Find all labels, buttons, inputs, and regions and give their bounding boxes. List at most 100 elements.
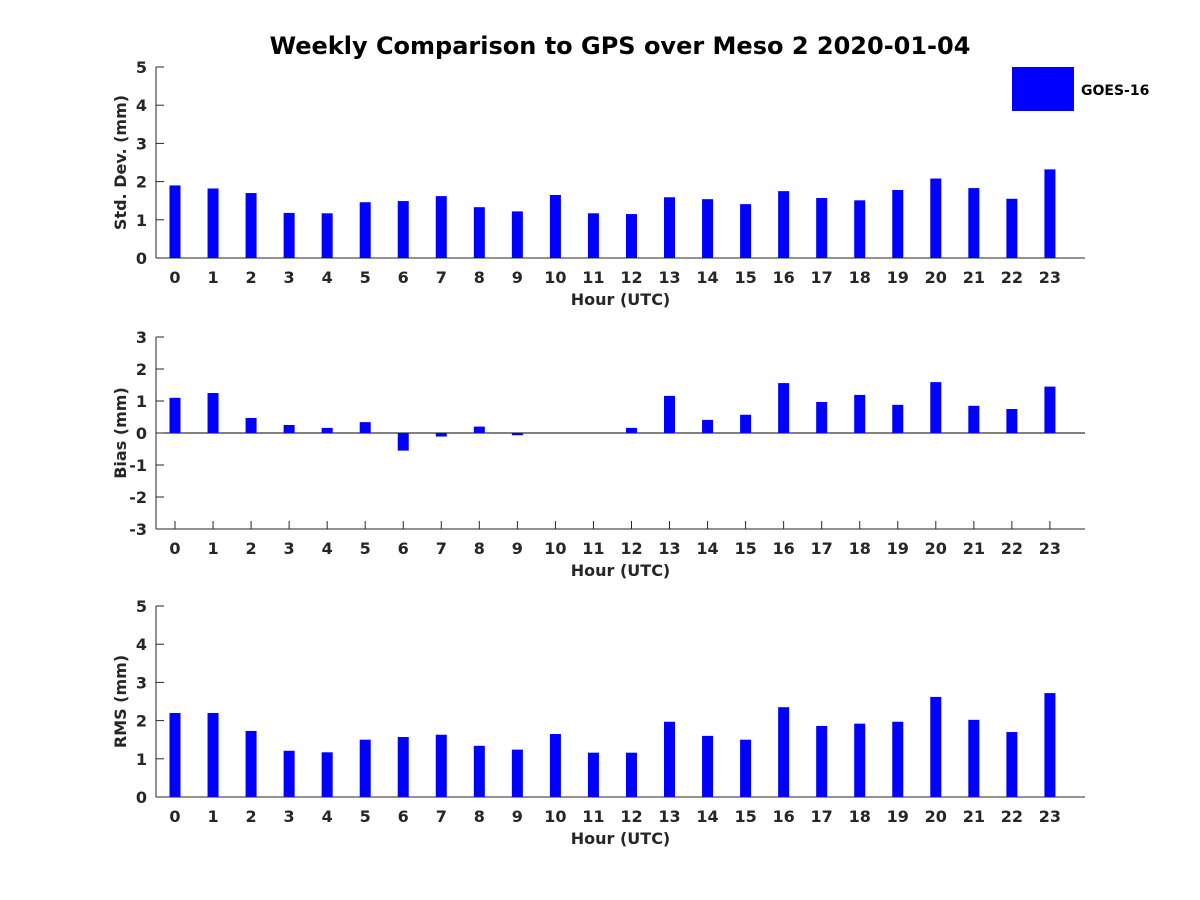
bar-hour-13 [664, 395, 676, 433]
bar-hour-19 [892, 404, 904, 433]
y-tick-label: 4 [136, 96, 147, 115]
x-axis-label: Hour (UTC) [571, 561, 671, 580]
bar-hour-9 [511, 749, 523, 797]
x-tick-label: 11 [582, 539, 604, 558]
y-tick-label: 5 [136, 58, 147, 77]
x-tick-label: 1 [207, 268, 218, 287]
bar-hour-13 [664, 197, 676, 258]
bar-hour-12 [625, 214, 637, 258]
legend: GOES-16 [1012, 67, 1149, 111]
x-tick-label: 21 [963, 539, 985, 558]
bar-hour-6 [397, 201, 409, 258]
bar-hour-7 [435, 734, 447, 797]
x-tick-label: 8 [474, 268, 485, 287]
bar-hour-9 [511, 433, 523, 436]
bar-hour-23 [1044, 693, 1056, 797]
bar-hour-6 [397, 433, 409, 451]
x-tick-label: 17 [811, 268, 833, 287]
bar-hour-17 [816, 401, 828, 433]
x-tick-label: 8 [474, 807, 485, 826]
bar-hour-3 [283, 750, 295, 797]
x-tick-label: 14 [696, 807, 718, 826]
x-tick-label: 22 [1001, 807, 1023, 826]
x-tick-label: 11 [582, 807, 604, 826]
x-tick-label: 3 [284, 539, 295, 558]
bar-hour-2 [245, 193, 257, 258]
x-tick-label: 14 [696, 539, 718, 558]
x-tick-label: 17 [811, 539, 833, 558]
x-tick-label: 2 [246, 807, 257, 826]
x-tick-label: 7 [436, 807, 447, 826]
x-tick-label: 13 [658, 807, 680, 826]
x-tick-label: 16 [773, 539, 795, 558]
bar-hour-2 [245, 730, 257, 797]
bar-hour-13 [664, 721, 676, 797]
bar-hour-15 [740, 739, 752, 797]
y-tick-label: 0 [136, 424, 147, 443]
y-tick-label: 2 [136, 173, 147, 192]
bar-hour-14 [702, 419, 714, 433]
x-tick-label: 7 [436, 268, 447, 287]
x-tick-label: 4 [322, 539, 333, 558]
bar-hour-5 [359, 202, 371, 258]
bar-hour-3 [283, 212, 295, 258]
y-tick-label: 3 [136, 328, 147, 347]
bar-hour-7 [435, 196, 447, 258]
bar-hour-0 [169, 397, 181, 433]
bar-hour-20 [930, 178, 942, 258]
x-tick-label: 20 [925, 539, 947, 558]
y-axis-label: RMS (mm) [111, 655, 130, 748]
bar-hour-8 [473, 745, 485, 797]
bar-hour-17 [816, 198, 828, 258]
x-tick-label: 23 [1039, 268, 1061, 287]
x-tick-label: 23 [1039, 539, 1061, 558]
x-tick-label: 18 [849, 539, 871, 558]
y-tick-label: 2 [136, 712, 147, 731]
x-tick-label: 19 [887, 807, 909, 826]
legend-swatch [1012, 67, 1074, 111]
y-tick-label: -2 [129, 488, 147, 507]
x-tick-label: 15 [734, 807, 756, 826]
x-tick-label: 23 [1039, 807, 1061, 826]
x-tick-label: 2 [246, 539, 257, 558]
bar-hour-10 [549, 733, 561, 797]
bar-hour-1 [207, 188, 219, 258]
x-tick-label: 2 [246, 268, 257, 287]
y-tick-label: 4 [136, 635, 147, 654]
x-tick-label: 10 [544, 268, 566, 287]
x-tick-label: 12 [620, 807, 642, 826]
y-tick-label: 1 [136, 211, 147, 230]
bar-hour-15 [740, 204, 752, 258]
y-tick-label: 2 [136, 360, 147, 379]
x-tick-label: 5 [360, 539, 371, 558]
x-axis-label: Hour (UTC) [571, 290, 671, 309]
bar-hour-19 [892, 721, 904, 797]
x-tick-label: 20 [925, 268, 947, 287]
x-tick-label: 6 [398, 268, 409, 287]
y-tick-label: -3 [129, 520, 147, 539]
y-tick-label: 1 [136, 392, 147, 411]
bar-hour-12 [625, 752, 637, 797]
x-tick-label: 13 [658, 268, 680, 287]
x-tick-label: 14 [696, 268, 718, 287]
x-tick-label: 15 [734, 268, 756, 287]
bar-hour-8 [473, 426, 485, 433]
bar-hour-22 [1006, 409, 1018, 433]
x-tick-label: 1 [207, 807, 218, 826]
bar-hour-8 [473, 207, 485, 258]
bar-hour-18 [854, 394, 866, 433]
x-tick-label: 21 [963, 268, 985, 287]
bar-hour-7 [435, 433, 447, 437]
x-tick-label: 15 [734, 539, 756, 558]
legend-label: GOES-16 [1081, 83, 1149, 99]
bar-hour-16 [778, 383, 790, 433]
y-tick-label: 1 [136, 750, 147, 769]
x-tick-label: 22 [1001, 268, 1023, 287]
y-tick-label: 3 [136, 673, 147, 692]
chart-title: Weekly Comparison to GPS over Meso 2 202… [270, 32, 971, 60]
y-tick-label: 0 [136, 788, 147, 807]
x-tick-label: 7 [436, 539, 447, 558]
